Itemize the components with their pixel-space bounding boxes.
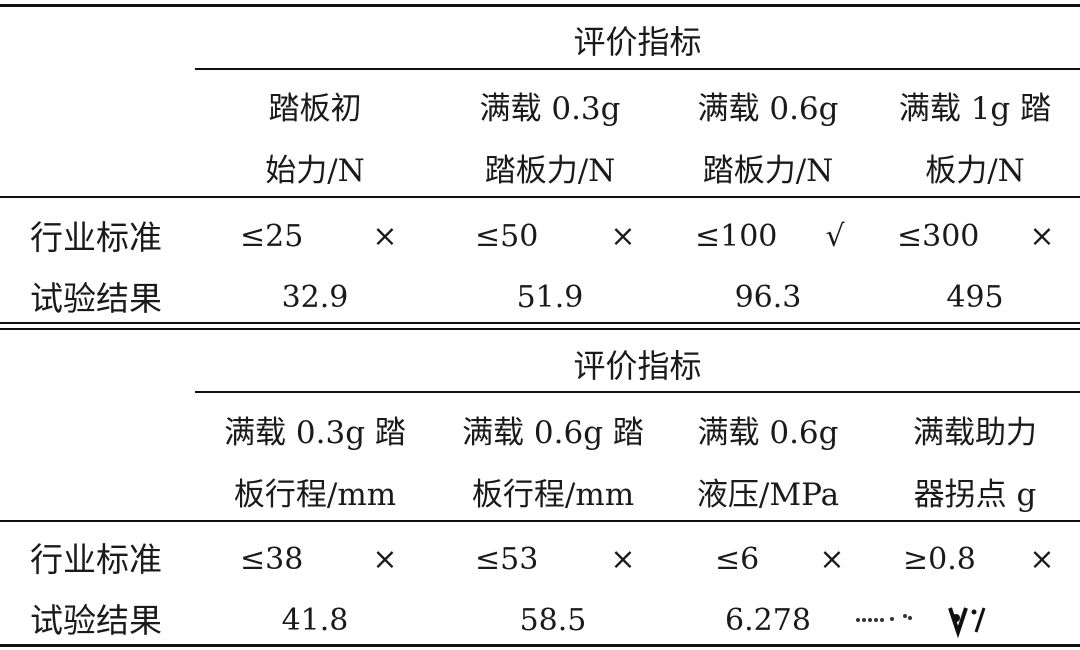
illegible-smudge-icon	[856, 607, 986, 638]
table2-col2-header-line1: 满载 0.6g 踏	[462, 415, 644, 451]
table2-row-result-label: 试验结果	[30, 601, 162, 640]
table1-col2-header-line2: 踏板力/N	[484, 153, 616, 189]
table1-col2-header-line1: 满载 0.3g	[479, 91, 621, 127]
table2-standard-value: ≤6	[715, 542, 760, 577]
table2-standard-value: ≥0.8	[903, 542, 976, 577]
table1-standard-value: ≤25	[240, 219, 304, 254]
table1-standard-value: ≤300	[897, 219, 980, 254]
table1-standard-mark: √	[825, 219, 845, 254]
table1-result-value: 32.9	[281, 280, 349, 315]
table2-col1-header-line2: 板行程/mm	[233, 477, 397, 513]
table2-standard-value: ≤38	[240, 542, 304, 577]
table1-col4-header-line2: 板力/N	[925, 153, 1025, 189]
table1-header-rule	[0, 196, 1080, 198]
table2-result-value: 58.5	[519, 603, 587, 638]
top-rule	[0, 4, 1080, 7]
table2-header-rule	[0, 520, 1080, 522]
table2-standard-value: ≤53	[475, 542, 539, 577]
table1-col1-header-line2: 始力/N	[265, 153, 365, 189]
table2-standard-mark: ×	[610, 542, 636, 577]
table2-group-header: 评价指标	[573, 347, 702, 385]
table2-col3-header-line1: 满载 0.6g	[697, 415, 839, 451]
table1-group-header: 评价指标	[573, 23, 702, 61]
table2-col4-header-line1: 满载助力	[913, 415, 1037, 451]
table1-col1-header-line1: 踏板初	[268, 91, 362, 127]
table2-row-standard-label: 行业标准	[30, 540, 162, 579]
table1-standard-mark: ×	[610, 219, 636, 254]
table2-group-rule	[195, 391, 1080, 393]
table2-result-value: 41.8	[281, 603, 349, 638]
table1-result-value: 495	[946, 280, 1004, 315]
table2-standard-mark: ×	[819, 542, 845, 577]
table1-standard-value: ≤100	[695, 219, 778, 254]
table-separator-rule-top	[0, 322, 1080, 324]
table2-col2-header-line2: 板行程/mm	[471, 477, 635, 513]
table1-group-rule	[195, 68, 1080, 70]
bottom-rule	[0, 644, 1080, 647]
table1-col3-header-line2: 踏板力/N	[702, 153, 834, 189]
table1-result-value: 96.3	[734, 280, 802, 315]
table2-col1-header-line1: 满载 0.3g 踏	[224, 415, 406, 451]
table2-col4-header-line2: 器拐点 g	[913, 477, 1037, 513]
table1-standard-mark: ×	[1029, 219, 1055, 254]
table1-row-standard-label: 行业标准	[30, 218, 162, 257]
table2-col3-header-line2: 液压/MPa	[696, 477, 840, 513]
table2-standard-mark: ×	[372, 542, 398, 577]
table1-result-value: 51.9	[516, 280, 584, 315]
table-separator-rule-bottom	[0, 328, 1080, 330]
table1-standard-value: ≤50	[475, 219, 539, 254]
table1-standard-mark: ×	[372, 219, 398, 254]
table1-col3-header-line1: 满载 0.6g	[697, 91, 839, 127]
table1-row-result-label: 试验结果	[30, 279, 162, 318]
table1-col4-header-line1: 满载 1g 踏	[898, 91, 1052, 127]
table2-standard-mark: ×	[1029, 542, 1055, 577]
table2-result-value: 6.278	[725, 603, 811, 638]
